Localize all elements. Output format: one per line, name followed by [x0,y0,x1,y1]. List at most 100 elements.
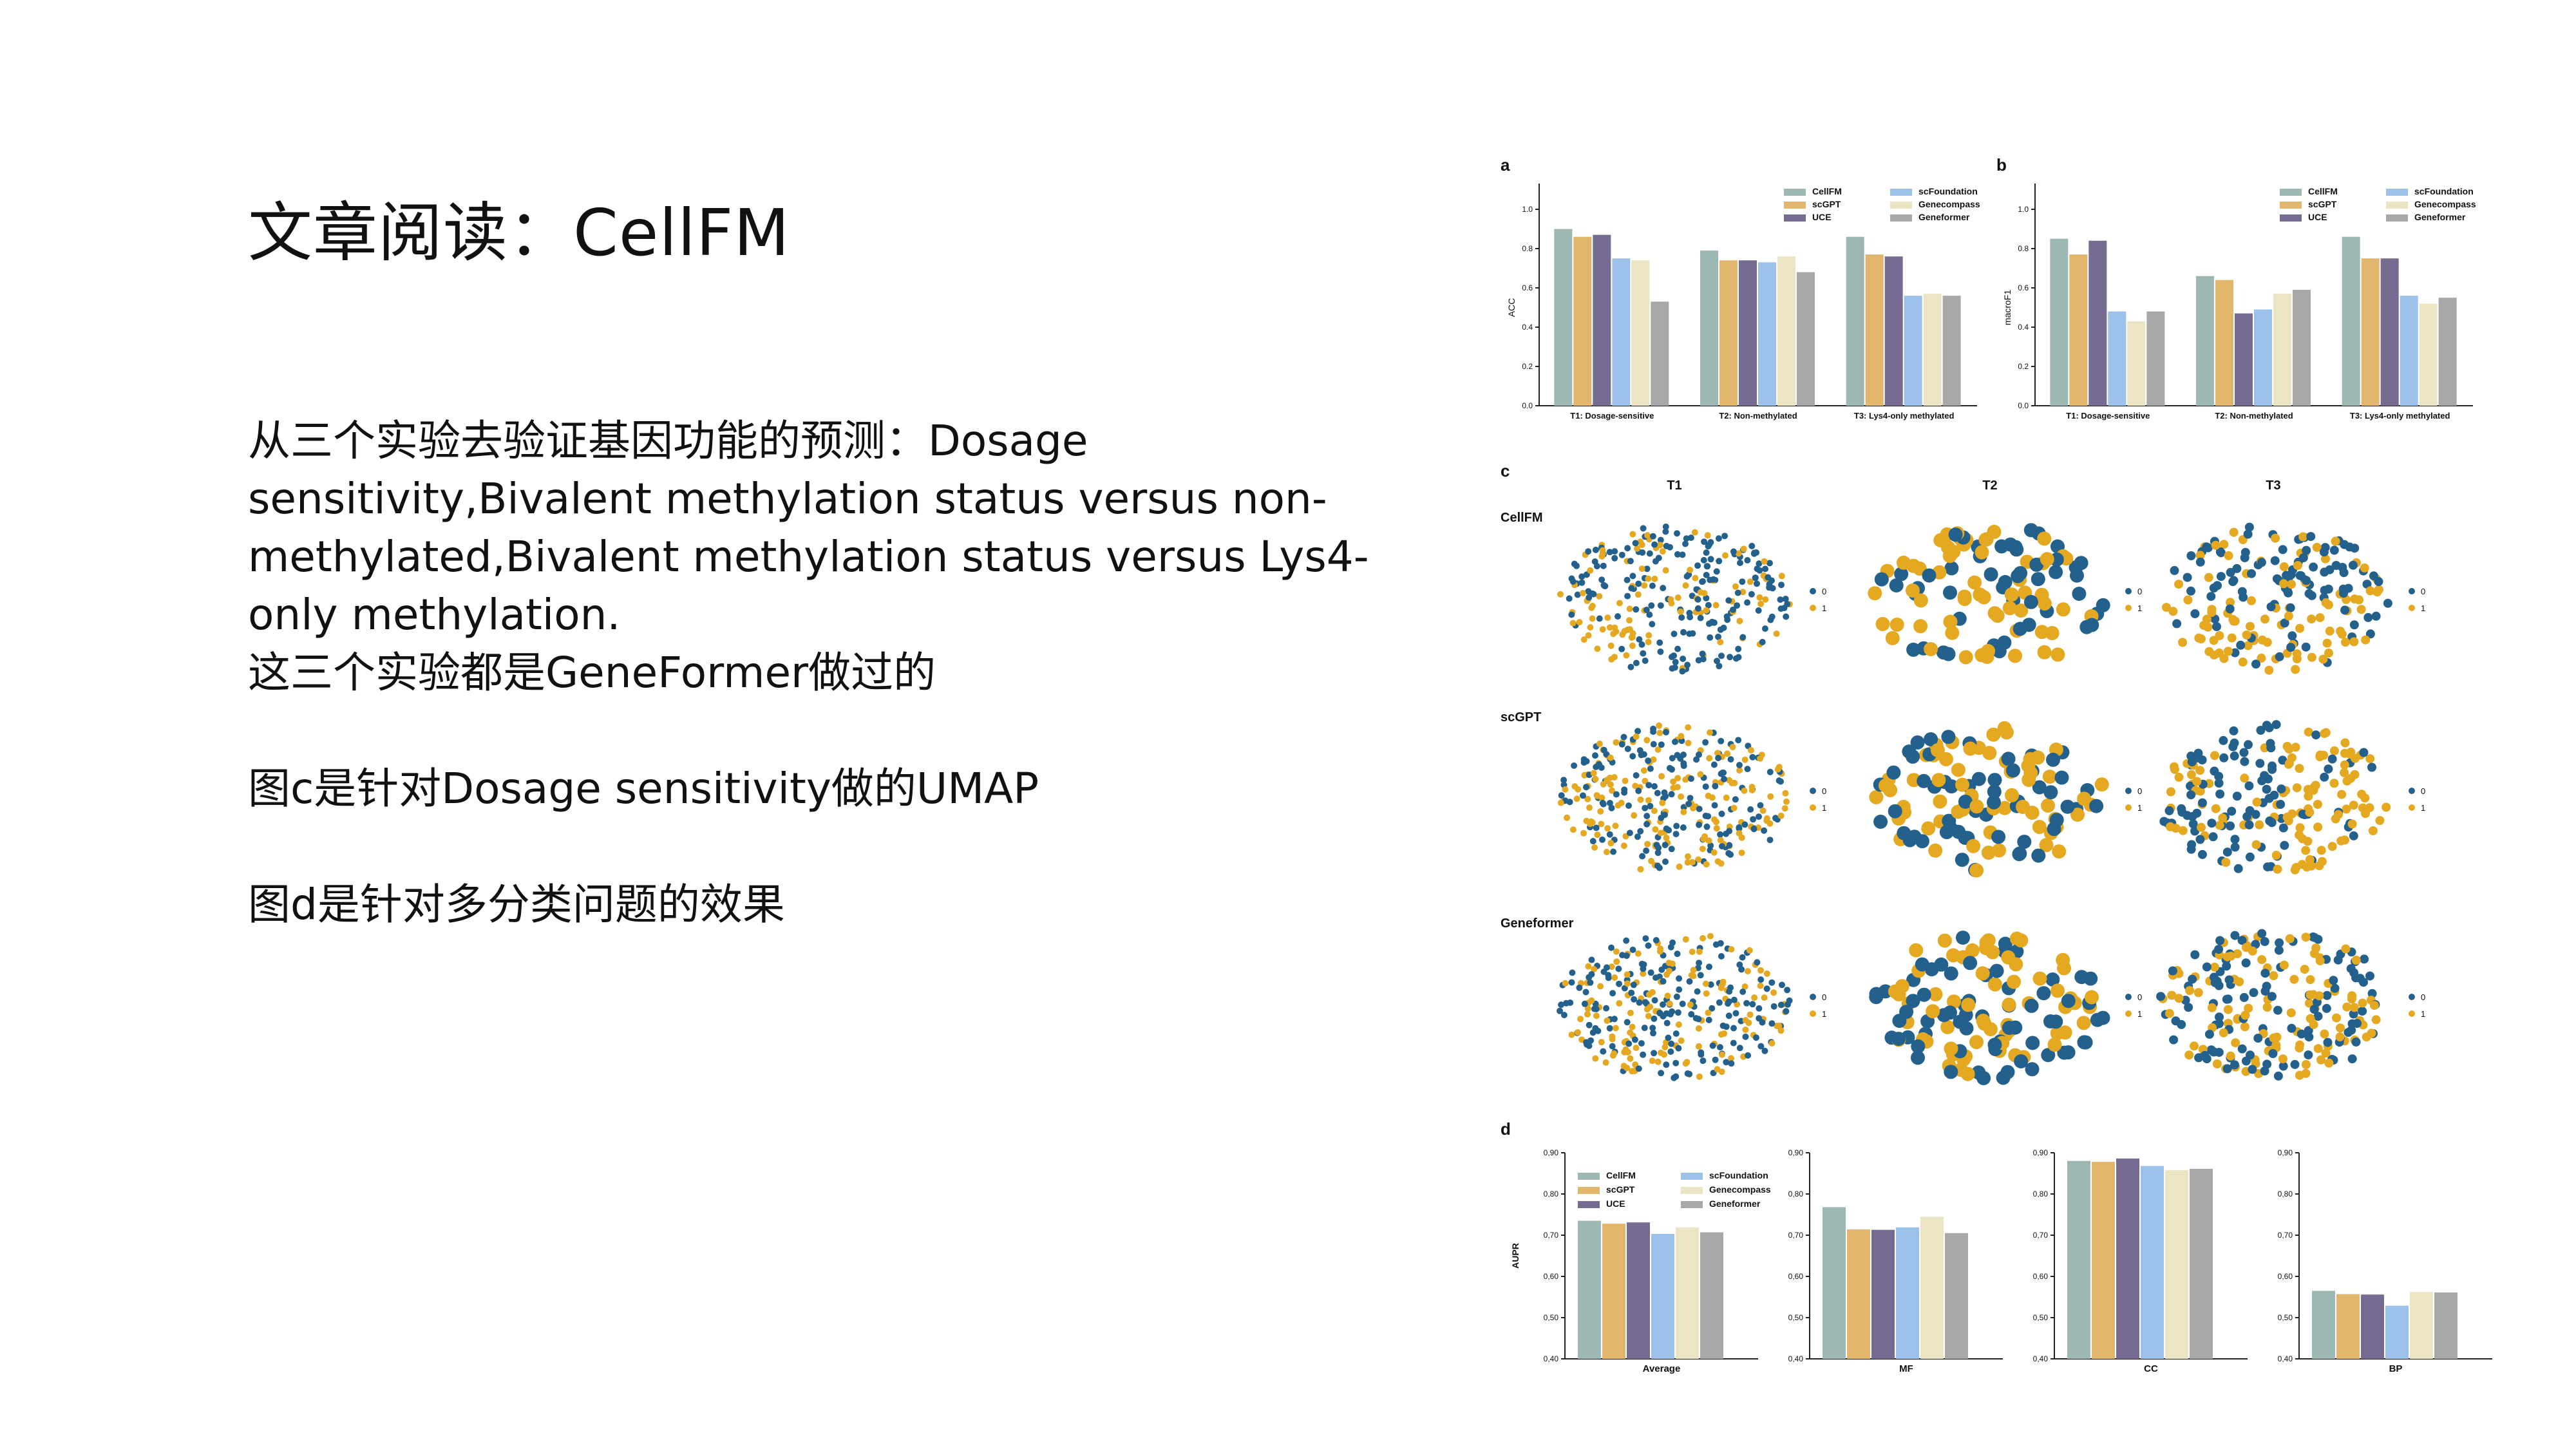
umap-point [2262,1059,2272,1069]
umap-point [1717,639,1724,646]
y-tick-label: 0,90 [2033,1148,2049,1157]
umap-point [1584,1005,1591,1012]
umap-point [2206,592,2216,601]
umap-point [2257,653,2266,663]
umap-point [1885,630,1900,645]
umap-point [1750,826,1757,833]
umap-point [1700,835,1707,842]
umap-point [2240,547,2250,557]
umap-point [1917,773,1931,788]
umap-point [1609,990,1616,997]
umap-point [1710,576,1717,583]
umap-point [1638,641,1645,648]
umap-point [1911,1039,1926,1054]
umap-point [2340,760,2349,770]
umap-point [2367,762,2376,772]
umap-point [1634,545,1641,552]
umap-point [2058,1025,2072,1040]
umap-point [2170,764,2179,774]
umap-point [1588,997,1595,1004]
umap-point [2347,819,2357,829]
umap-point [2002,1021,2016,1035]
umap-point [1690,967,1697,974]
umap-point [1662,1044,1669,1050]
legend-label: Geneformer [1709,1198,1761,1209]
umap-point [1696,821,1703,828]
umap-point [2046,752,2060,767]
umap-point [1714,1066,1721,1073]
umap-point [1676,975,1683,982]
umap-point [1676,986,1683,993]
legend-dot-1 [2125,605,2132,611]
umap-point [1658,1070,1665,1077]
umap-point [1657,602,1664,609]
umap-point [1684,1070,1691,1077]
legend-swatch [1890,202,1912,209]
bar [2050,238,2069,406]
umap-point [1587,624,1594,631]
umap-point [2301,1060,2311,1069]
umap-point [2184,1003,2193,1012]
legend-label: 1 [2421,1009,2425,1019]
umap-point [1685,853,1691,860]
umap-point [2229,527,2239,537]
umap-point [1654,746,1662,753]
bar [1676,1227,1699,1359]
umap-point [1613,739,1620,746]
umap-point [2186,770,2196,779]
umap-point [1694,988,1701,995]
umap-point [1673,993,1680,1000]
umap-point [1973,587,1987,602]
umap-point [2037,645,2052,659]
umap-point [2225,604,2235,614]
umap-point [1670,778,1677,785]
umap-point [1741,983,1748,990]
umap-point [2024,998,2039,1013]
umap-point [1627,1009,1634,1016]
umap-point [2008,649,2022,663]
umap-point [2368,826,2378,835]
umap-point [2356,605,2366,614]
umap-point [1585,632,1592,639]
y-tick-label: 0,60 [1788,1272,1804,1281]
umap-point [1730,1025,1737,1032]
umap-point [1945,625,1960,640]
umap-point [2057,961,2071,976]
umap-point [1623,652,1630,659]
umap-point [1754,580,1760,587]
umap-point [2089,799,2104,813]
umap-point [1645,1012,1652,1019]
umap-point [2002,601,2017,616]
bar [1942,296,1961,406]
umap-point [1593,824,1600,831]
y-tick-label: 0.4 [1522,323,1533,332]
bar [1920,1217,1944,1359]
umap-point [1654,790,1661,797]
umap-point [1631,996,1638,1003]
umap-point [1679,551,1686,558]
bar [2385,1305,2409,1359]
panel-letter: c [1501,461,1510,480]
umap-point [1745,1052,1752,1059]
umap-point [1649,1057,1656,1065]
umap-point [2359,978,2368,987]
umap-point [1768,1020,1776,1027]
umap-point [2349,637,2359,647]
umap-point [2304,727,2313,737]
umap-point [2032,971,2047,986]
umap-point [2001,752,2016,766]
umap-point [2383,598,2392,608]
y-tick-label: 0.8 [1522,244,1533,253]
umap-point [1960,1066,1975,1081]
umap-point [1628,989,1635,996]
bar [1593,234,1611,406]
umap-point [2251,840,2261,849]
umap-point [2039,838,2054,853]
umap-point [1894,567,1909,582]
umap-point [2306,532,2316,542]
umap-point [1762,565,1768,573]
umap-point [2239,748,2249,757]
umap-point [1707,933,1714,940]
umap-point [1624,576,1631,583]
umap-point [1744,599,1751,606]
